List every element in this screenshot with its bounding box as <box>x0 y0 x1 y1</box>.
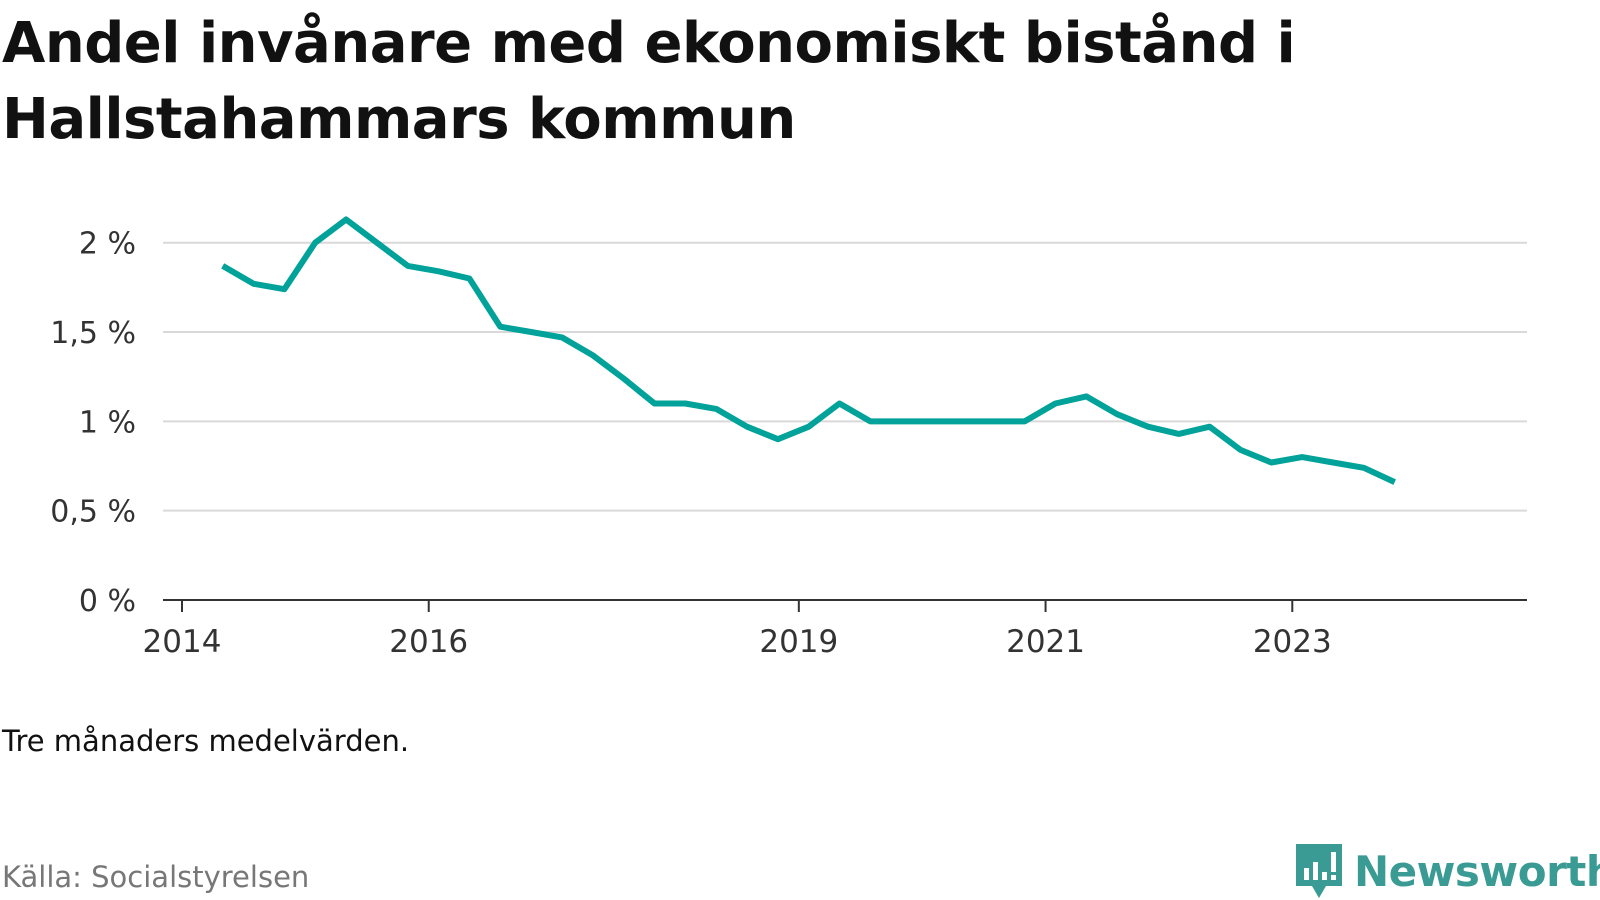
x-tick-label: 2019 <box>759 624 838 660</box>
x-axis: 2014 2016 2019 2021 2023 <box>143 599 1527 660</box>
y-tick-label: 1,5 % <box>50 316 136 351</box>
chart-note: Tre månaders medelvärden. <box>2 724 410 758</box>
x-tick-label: 2014 <box>143 624 222 660</box>
y-tick-label: 0 % <box>79 584 136 619</box>
brand-logo: Newsworthy <box>1294 842 1600 900</box>
x-tick-label: 2021 <box>1006 624 1085 660</box>
y-tick-label: 1 % <box>79 405 136 440</box>
series-line <box>221 216 1396 485</box>
newsworthy-logo-icon <box>1296 844 1342 898</box>
grid-lines <box>163 241 1527 512</box>
y-tick-label: 0,5 % <box>50 495 136 530</box>
data-series <box>221 216 1396 485</box>
brand-name: Newsworthy <box>1354 846 1600 896</box>
source-credit: Källa: Socialstyrelsen <box>2 860 310 894</box>
y-tick-label: 2 % <box>79 227 136 262</box>
x-tick-label: 2023 <box>1253 624 1332 660</box>
line-chart: 0 % 0,5 % 1 % 1,5 % 2 % 2014 2016 2019 2021 2023 <box>50 216 1527 660</box>
x-tick-label: 2016 <box>389 624 468 660</box>
y-axis: 0 % 0,5 % 1 % 1,5 % 2 % <box>50 227 136 619</box>
chart-title: Andel invånare med ekonomiskt bistånd i … <box>2 11 1296 152</box>
